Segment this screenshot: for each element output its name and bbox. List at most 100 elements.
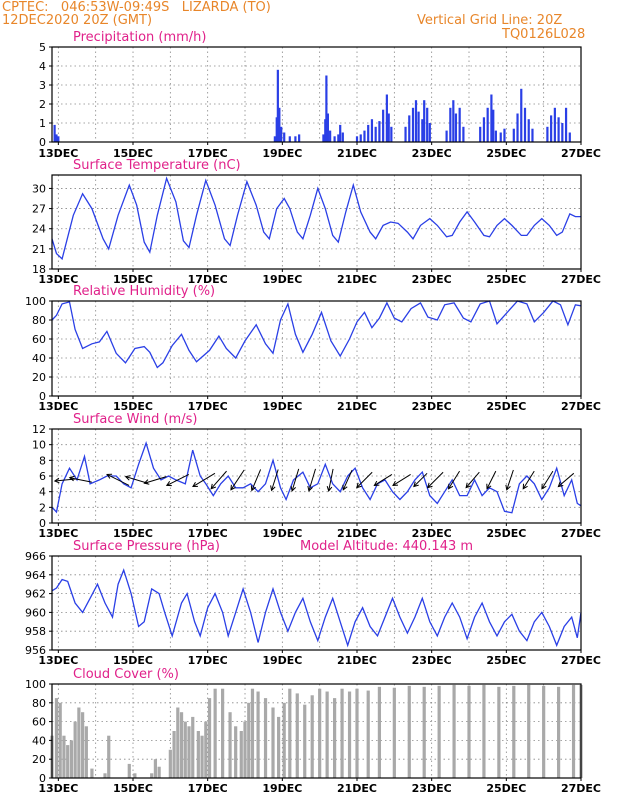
data-bar xyxy=(377,686,382,778)
wind-arrow xyxy=(210,470,227,490)
x-tick-label: 27DEC xyxy=(561,654,601,667)
wind-arrow xyxy=(448,470,460,489)
wind-arrow xyxy=(271,469,279,491)
data-bar xyxy=(337,134,340,142)
data-bar xyxy=(407,685,411,778)
wind-arrow-head xyxy=(124,475,131,481)
data-bar xyxy=(516,113,519,142)
x-tick-label: 15DEC xyxy=(113,527,153,540)
data-bar xyxy=(84,726,88,778)
data-bar xyxy=(298,134,301,142)
panel-1: Surface Temperature (nC) 18 21 24 27 30 13DEC 1… xyxy=(32,158,601,286)
y-tick-label: 4 xyxy=(39,60,46,73)
x-tick-label: 25DEC xyxy=(486,400,526,413)
y-tick-label: 966 xyxy=(25,550,46,563)
wind-arrow xyxy=(54,478,77,482)
x-tick-label: 27DEC xyxy=(561,527,601,540)
data-bar xyxy=(333,136,336,142)
panel-title: Relative Humidity (%) xyxy=(73,284,215,299)
data-bar xyxy=(55,134,58,142)
wind-arrow xyxy=(251,469,262,491)
panel-frame xyxy=(51,174,582,270)
data-bar xyxy=(191,716,195,778)
y-tick-label: 24 xyxy=(32,223,46,236)
wind-arrow xyxy=(486,470,497,489)
data-bar xyxy=(546,126,549,142)
data-bar xyxy=(458,107,461,142)
data-bar xyxy=(363,130,366,142)
data-bar xyxy=(417,111,420,142)
y-tick-label: 0 xyxy=(39,517,46,530)
data-bar xyxy=(90,768,94,778)
data-line xyxy=(51,176,581,261)
x-tick-label: 27DEC xyxy=(561,273,601,286)
wind-arrow xyxy=(356,471,373,488)
data-bar xyxy=(486,107,489,142)
data-bar xyxy=(69,740,74,778)
y-tick-label: 962 xyxy=(25,588,46,601)
wind-arrow-head xyxy=(505,484,511,491)
y-tick-label: 20 xyxy=(32,371,46,384)
data-bar xyxy=(275,117,278,142)
x-tick-label: 19DEC xyxy=(262,654,302,667)
data-bar xyxy=(494,130,497,142)
code-label: TQ0126L028 xyxy=(502,27,586,42)
data-bar xyxy=(250,688,255,778)
data-bar xyxy=(57,136,60,142)
panel-title: Cloud Cover (%) xyxy=(73,667,179,682)
data-bar xyxy=(277,716,281,778)
x-tick-label: 21DEC xyxy=(337,782,377,795)
data-bar xyxy=(449,107,452,142)
y-tick-label: 40 xyxy=(32,352,46,365)
data-bar xyxy=(318,688,322,778)
data-bar xyxy=(157,766,161,778)
data-bar xyxy=(452,100,455,142)
data-bar xyxy=(428,123,431,142)
data-bar xyxy=(497,686,501,778)
data-bar xyxy=(282,702,286,778)
data-bar xyxy=(204,721,208,778)
wind-arrow-head xyxy=(165,481,172,487)
panel-frame xyxy=(51,428,582,524)
x-tick-label: 23DEC xyxy=(412,654,452,667)
y-tick-label: 60 xyxy=(32,716,46,729)
data-bar xyxy=(571,684,576,778)
data-bar xyxy=(172,731,176,778)
x-tick-label: 25DEC xyxy=(486,147,526,160)
data-bar xyxy=(414,100,418,142)
x-tick-label: 15DEC xyxy=(113,273,153,286)
data-bar xyxy=(66,745,70,778)
data-bar xyxy=(423,100,426,142)
wind-arrow-head xyxy=(426,482,433,489)
data-bar xyxy=(207,698,212,778)
data-bar xyxy=(150,773,154,778)
x-tick-label: 13DEC xyxy=(38,527,78,540)
x-tick-label: 17DEC xyxy=(188,273,228,286)
x-tick-label: 15DEC xyxy=(113,654,153,667)
data-bar xyxy=(390,126,393,142)
data-bar xyxy=(278,107,281,142)
data-bar xyxy=(422,686,426,778)
data-bar xyxy=(561,123,564,142)
data-bar xyxy=(482,684,486,778)
data-bar xyxy=(103,773,107,778)
data-bar xyxy=(482,117,486,142)
data-bar xyxy=(382,109,385,142)
data-bar xyxy=(367,124,370,142)
data-bar xyxy=(378,121,381,142)
wind-arrow xyxy=(374,473,393,486)
data-bar xyxy=(288,688,292,778)
data-bar xyxy=(454,113,458,142)
panel-4: Surface Pressure (hPa) Model Altitude: 44… xyxy=(25,539,601,667)
x-tick-label: 13DEC xyxy=(38,782,78,795)
wind-arrow xyxy=(522,470,535,489)
wind-arrow-head xyxy=(356,482,362,489)
y-tick-label: 10 xyxy=(32,439,46,452)
wind-arrow-head xyxy=(53,477,60,484)
data-bar xyxy=(133,773,137,778)
wind-arrow-head xyxy=(230,484,236,491)
y-tick-label: 20 xyxy=(32,753,46,766)
wind-arrow xyxy=(541,470,554,489)
x-tick-label: 17DEC xyxy=(188,654,228,667)
y-tick-label: 40 xyxy=(32,734,46,747)
